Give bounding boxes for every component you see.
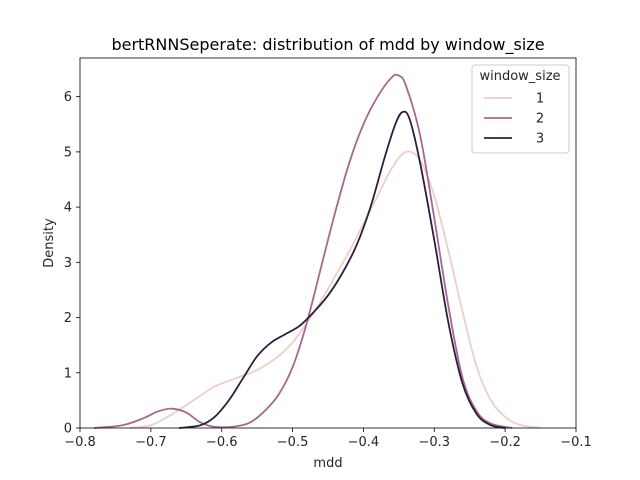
series-line-1 [129,150,541,429]
legend-box [471,64,570,154]
legend-label-2: 2 [536,112,544,127]
x-tick-label: −0.4 [348,435,380,450]
x-tick-label: −0.3 [418,435,450,450]
y-tick-label: 6 [64,90,72,105]
y-tick-label: 5 [64,145,72,160]
x-tick-label: −0.6 [206,435,238,450]
y-tick-label: 3 [64,256,72,271]
legend-title: window_size [479,69,560,84]
y-tick-label: 1 [64,366,72,381]
x-axis-label: mdd [313,456,342,471]
y-tick-label: 2 [64,311,72,326]
x-tick-label: −0.5 [277,435,309,450]
y-tick-label: 0 [64,422,72,437]
x-tick-label: −0.1 [560,435,592,450]
series-line-3 [179,110,506,429]
legend: window_size 1 2 3 [471,64,570,154]
x-tick-label: −0.8 [64,435,96,450]
series-line-2 [94,73,513,429]
x-tick-label: −0.7 [135,435,167,450]
y-axis-label: Density [42,218,57,268]
x-tick-label: −0.2 [489,435,521,450]
y-axis: 0 1 2 3 4 5 6 [64,90,80,437]
y-tick-label: 4 [64,201,72,216]
series-lines [94,73,541,429]
chart-title: bertRNNSeperate: distribution of mdd by … [111,35,544,55]
plot-frame [79,57,577,429]
legend-label-1: 1 [536,92,544,107]
legend-label-3: 3 [536,132,544,147]
x-axis: −0.8 −0.7 −0.6 −0.5 −0.4 −0.3 −0.2 −0.1 [64,428,592,450]
